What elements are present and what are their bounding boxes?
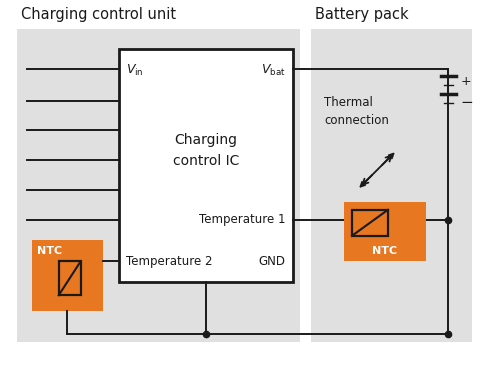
Text: Battery pack: Battery pack [315, 7, 409, 22]
Text: NTC: NTC [36, 246, 62, 256]
Text: Temperature 1: Temperature 1 [199, 213, 286, 226]
Bar [59, 262, 81, 295]
Bar [352, 210, 388, 236]
Text: −: − [460, 95, 473, 110]
Text: Charging
control IC: Charging control IC [173, 134, 239, 168]
Text: Charging control unit: Charging control unit [21, 7, 176, 22]
Bar [32, 240, 103, 311]
Bar [312, 29, 472, 342]
Text: +: + [460, 75, 471, 88]
Text: Thermal
connection: Thermal connection [324, 96, 389, 127]
Text: Temperature 2: Temperature 2 [126, 255, 212, 268]
Bar [344, 202, 426, 262]
Text: NTC: NTC [372, 246, 398, 256]
Text: $V_{\rm in}$: $V_{\rm in}$ [126, 63, 144, 78]
Bar [17, 29, 299, 342]
Text: $V_{\rm bat}$: $V_{\rm bat}$ [261, 63, 286, 78]
Bar [119, 49, 293, 282]
Text: GND: GND [259, 255, 286, 268]
